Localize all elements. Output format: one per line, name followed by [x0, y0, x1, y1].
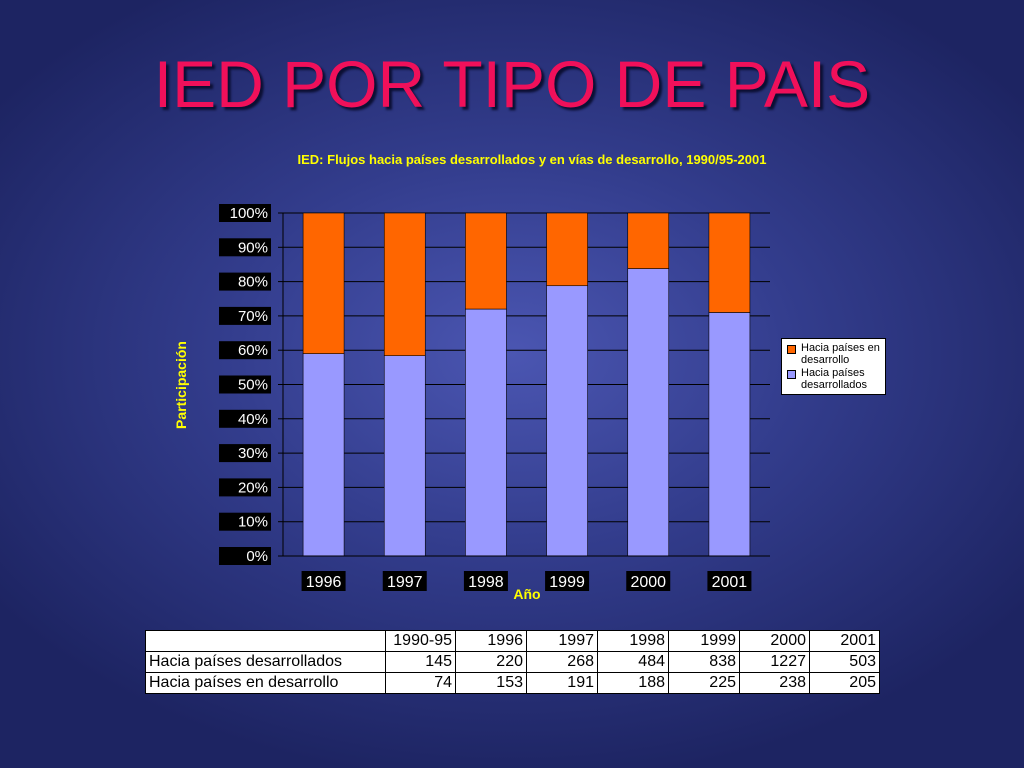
- bar-segment-desarrollados: [465, 308, 507, 557]
- table-cell: 484: [597, 651, 669, 673]
- table-cell: 220: [455, 651, 527, 673]
- y-axis-title: Participación: [173, 341, 189, 429]
- table-cell: 74: [385, 672, 456, 694]
- y-tick-label-bg: [219, 375, 271, 394]
- x-tick-label-bg: [545, 571, 590, 591]
- table-cell: 503: [809, 651, 880, 673]
- x-tick-label: 1996: [306, 574, 342, 591]
- table-row: Hacia países en desarrollo 74 153 191 18…: [145, 672, 880, 694]
- data-table: 1990-95 1996 1997 1998 1999 2000 2001 Ha…: [145, 630, 880, 694]
- table-header-cell: 1990-95: [385, 630, 456, 652]
- y-tick-label: 0%: [246, 548, 268, 565]
- legend-label-en-desarrollo: Hacia países en desarrollo: [801, 342, 880, 366]
- y-tick-label: 100%: [230, 205, 268, 222]
- y-tick-label-bg: [219, 444, 271, 463]
- legend-label-desarrollados: Hacia países desarrollados: [801, 367, 868, 391]
- bar-segment-en-desarrollo: [465, 212, 507, 310]
- table-cell: 153: [455, 672, 527, 694]
- bar-segment-en-desarrollo: [302, 212, 345, 354]
- table-row-label: Hacia países en desarrollo: [145, 672, 386, 694]
- y-tick-label: 50%: [238, 377, 268, 394]
- x-tick-label-bg: [382, 571, 427, 591]
- y-tick-label-bg: [219, 204, 271, 222]
- y-tick-label-bg: [219, 341, 271, 360]
- y-tick-label-bg: [219, 272, 271, 291]
- table-header-cell: [145, 630, 386, 652]
- y-tick-label: 60%: [238, 342, 268, 359]
- x-tick-label: 2001: [712, 574, 748, 591]
- bar-segment-en-desarrollo: [546, 212, 588, 287]
- bar-segment-desarrollados: [546, 285, 588, 557]
- legend-swatch-desarrollados: [787, 370, 796, 379]
- y-tick-label-bg: [219, 478, 271, 497]
- bar-segment-desarrollados: [302, 353, 345, 557]
- legend-swatch-en-desarrollo: [787, 345, 796, 354]
- table-cell: 238: [739, 672, 810, 694]
- y-tick-label: 70%: [238, 308, 268, 325]
- y-tick-label: 40%: [238, 411, 268, 428]
- bar-segment-en-desarrollo: [708, 212, 751, 313]
- bar-segment-desarrollados: [708, 312, 751, 557]
- x-tick-label: 1997: [387, 574, 423, 591]
- table-cell: 1227: [739, 651, 810, 673]
- chart-title: IED: Flujos hacia países desarrollados y…: [297, 152, 767, 167]
- x-tick-label-bg: [463, 571, 508, 591]
- x-tick-label-bg: [626, 571, 671, 591]
- x-tick-label: 2000: [630, 574, 666, 591]
- table-header-cell: 2001: [809, 630, 880, 652]
- y-tick-label: 90%: [238, 239, 268, 256]
- table-header-cell: 1997: [526, 630, 598, 652]
- table-cell: 225: [668, 672, 740, 694]
- x-tick-label: 1998: [468, 574, 504, 591]
- y-tick-label-bg: [219, 238, 271, 257]
- y-tick-label-bg: [219, 547, 271, 565]
- table-header-cell: 1999: [668, 630, 740, 652]
- y-tick-label-bg: [219, 306, 271, 325]
- table-header-cell: 1996: [455, 630, 527, 652]
- y-tick-label: 30%: [238, 445, 268, 462]
- y-tick-label-bg: [219, 409, 271, 428]
- x-tick-label: 1999: [549, 574, 585, 591]
- table-header-cell: 2000: [739, 630, 810, 652]
- legend-item-en-desarrollo: Hacia países en desarrollo: [787, 342, 881, 366]
- y-tick-label: 20%: [238, 479, 268, 496]
- table-cell: 145: [385, 651, 456, 673]
- table-cell: 838: [668, 651, 740, 673]
- table-row: Hacia países desarrollados 145 220 268 4…: [145, 651, 880, 673]
- y-tick-label: 80%: [238, 274, 268, 291]
- table-cell: 188: [597, 672, 669, 694]
- x-axis-title: Año: [513, 586, 540, 602]
- x-tick-label-bg: [301, 571, 346, 591]
- y-tick-label-bg: [219, 512, 271, 531]
- table-row-label: Hacia países desarrollados: [145, 651, 386, 673]
- bar-segment-en-desarrollo: [383, 212, 426, 356]
- y-tick-label: 10%: [238, 514, 268, 531]
- table-header-row: 1990-95 1996 1997 1998 1999 2000 2001: [145, 630, 880, 652]
- x-tick-label-bg: [707, 571, 752, 591]
- legend-item-desarrollados: Hacia países desarrollados: [787, 367, 881, 391]
- slide-title: IED POR TIPO DE PAIS: [153, 47, 871, 121]
- bar-segment-desarrollados: [627, 268, 670, 557]
- bar-segment-desarrollados: [383, 355, 426, 557]
- table-header-cell: 1998: [597, 630, 669, 652]
- bar-segment-en-desarrollo: [627, 212, 670, 269]
- table-cell: 191: [526, 672, 598, 694]
- table-cell: 268: [526, 651, 598, 673]
- table-cell: 205: [809, 672, 880, 694]
- chart-legend: Hacia países en desarrollo Hacia países …: [781, 338, 886, 395]
